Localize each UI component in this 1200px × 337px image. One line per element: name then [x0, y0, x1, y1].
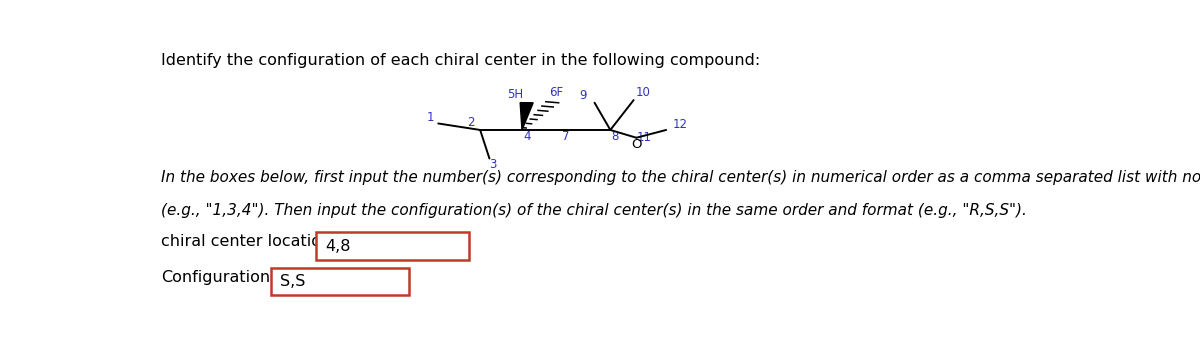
Text: 8: 8	[611, 130, 619, 143]
Text: 6F: 6F	[550, 86, 564, 99]
Text: S,S: S,S	[281, 274, 306, 289]
Text: (e.g., "1,3,4"). Then input the configuration(s) of the chiral center(s) in the : (e.g., "1,3,4"). Then input the configur…	[161, 203, 1027, 218]
Text: 9: 9	[580, 89, 587, 102]
Text: 5H: 5H	[508, 88, 523, 101]
Text: 11: 11	[636, 131, 652, 144]
FancyBboxPatch shape	[316, 233, 469, 260]
Text: Identify the configuration of each chiral center in the following compound:: Identify the configuration of each chira…	[161, 53, 761, 68]
Text: O: O	[631, 138, 642, 151]
Text: 4,8: 4,8	[325, 239, 350, 254]
Polygon shape	[520, 103, 533, 130]
Text: 10: 10	[636, 86, 650, 99]
Text: 1: 1	[427, 111, 434, 124]
Text: 3: 3	[490, 158, 497, 171]
FancyBboxPatch shape	[271, 268, 408, 295]
Text: In the boxes below, first input the number(s) corresponding to the chiral center: In the boxes below, first input the numb…	[161, 170, 1200, 185]
Text: 4: 4	[523, 130, 530, 143]
Text: 12: 12	[673, 118, 688, 131]
Text: 2: 2	[467, 116, 475, 129]
Text: chiral center location(s):: chiral center location(s):	[161, 234, 358, 249]
Text: 7: 7	[562, 130, 570, 143]
Text: Configuration(s):: Configuration(s):	[161, 270, 296, 285]
